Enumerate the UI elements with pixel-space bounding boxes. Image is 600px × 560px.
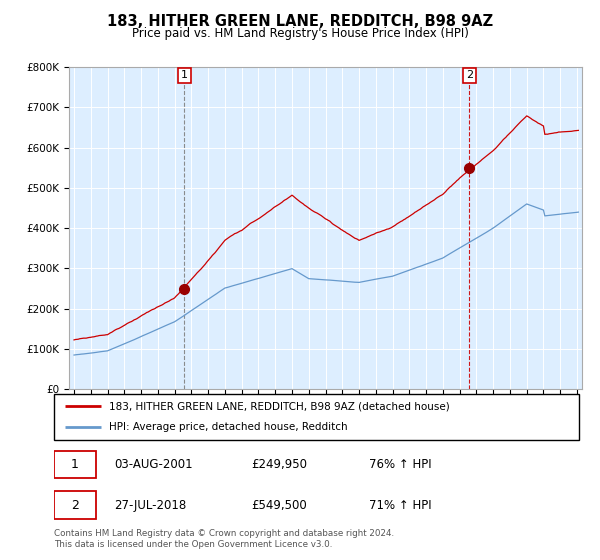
FancyBboxPatch shape	[54, 394, 579, 440]
Text: £549,500: £549,500	[251, 499, 307, 512]
Text: 183, HITHER GREEN LANE, REDDITCH, B98 9AZ (detached house): 183, HITHER GREEN LANE, REDDITCH, B98 9A…	[109, 401, 450, 411]
Text: 1: 1	[181, 71, 188, 81]
Text: HPI: Average price, detached house, Redditch: HPI: Average price, detached house, Redd…	[109, 422, 348, 432]
FancyBboxPatch shape	[54, 451, 96, 478]
Text: Price paid vs. HM Land Registry's House Price Index (HPI): Price paid vs. HM Land Registry's House …	[131, 27, 469, 40]
Text: £249,950: £249,950	[251, 458, 307, 471]
Text: 183, HITHER GREEN LANE, REDDITCH, B98 9AZ: 183, HITHER GREEN LANE, REDDITCH, B98 9A…	[107, 14, 493, 29]
Text: 76% ↑ HPI: 76% ↑ HPI	[369, 458, 431, 471]
Text: 2: 2	[466, 71, 473, 81]
Text: 71% ↑ HPI: 71% ↑ HPI	[369, 499, 431, 512]
Text: 1: 1	[71, 458, 79, 471]
Text: 03-AUG-2001: 03-AUG-2001	[115, 458, 193, 471]
Text: 2: 2	[71, 499, 79, 512]
FancyBboxPatch shape	[54, 492, 96, 519]
Text: 27-JUL-2018: 27-JUL-2018	[115, 499, 187, 512]
Text: Contains HM Land Registry data © Crown copyright and database right 2024.
This d: Contains HM Land Registry data © Crown c…	[54, 529, 394, 549]
